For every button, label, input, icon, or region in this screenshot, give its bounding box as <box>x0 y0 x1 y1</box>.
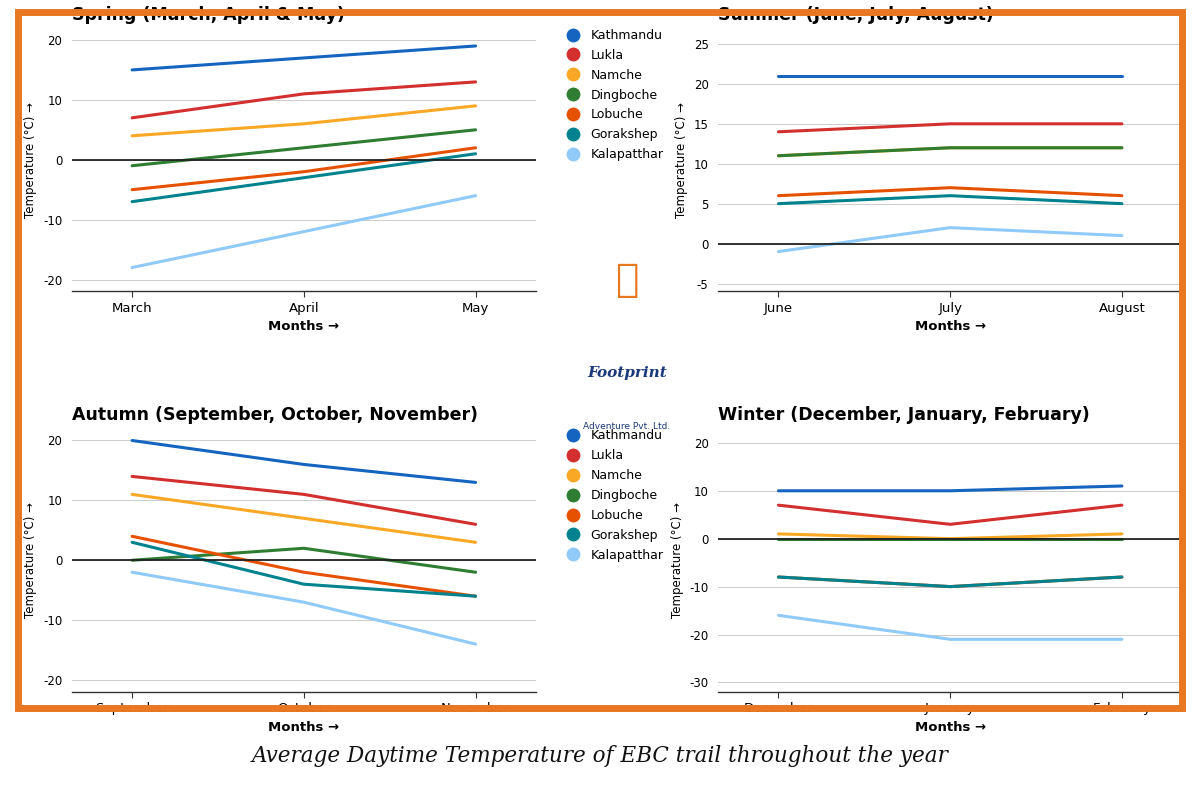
Text: Winter (December, January, February): Winter (December, January, February) <box>719 406 1090 424</box>
Y-axis label: Temperature (°C) →: Temperature (°C) → <box>24 502 37 618</box>
Legend: Kathmandu, Lukla, Namche, Dingboche, Lobuche, Gorakshep, Kalapatthar: Kathmandu, Lukla, Namche, Dingboche, Lob… <box>560 430 664 562</box>
Text: Spring (March, April & May): Spring (March, April & May) <box>72 6 344 24</box>
X-axis label: Months →: Months → <box>269 321 340 334</box>
Text: Summer (June, July, August): Summer (June, July, August) <box>719 6 994 24</box>
Y-axis label: Temperature (°C) →: Temperature (°C) → <box>676 102 688 218</box>
Text: Footprint: Footprint <box>587 366 667 380</box>
Text: Autumn (September, October, November): Autumn (September, October, November) <box>72 406 478 424</box>
X-axis label: Months →: Months → <box>914 321 985 334</box>
Text: Average Daytime Temperature of EBC trail throughout the year: Average Daytime Temperature of EBC trail… <box>252 745 948 767</box>
X-axis label: Months →: Months → <box>914 721 985 734</box>
Legend: Kathmandu, Lukla, Namche, Dingboche, Lobuche, Gorakshep, Kalapatthar: Kathmandu, Lukla, Namche, Dingboche, Lob… <box>560 29 664 162</box>
X-axis label: Months →: Months → <box>269 721 340 734</box>
Y-axis label: Temperature (°C) →: Temperature (°C) → <box>671 502 684 618</box>
Y-axis label: Temperature (°C) →: Temperature (°C) → <box>24 102 37 218</box>
Text: Adventure Pvt. Ltd.: Adventure Pvt. Ltd. <box>583 422 671 431</box>
Text: 🐾: 🐾 <box>616 262 638 299</box>
